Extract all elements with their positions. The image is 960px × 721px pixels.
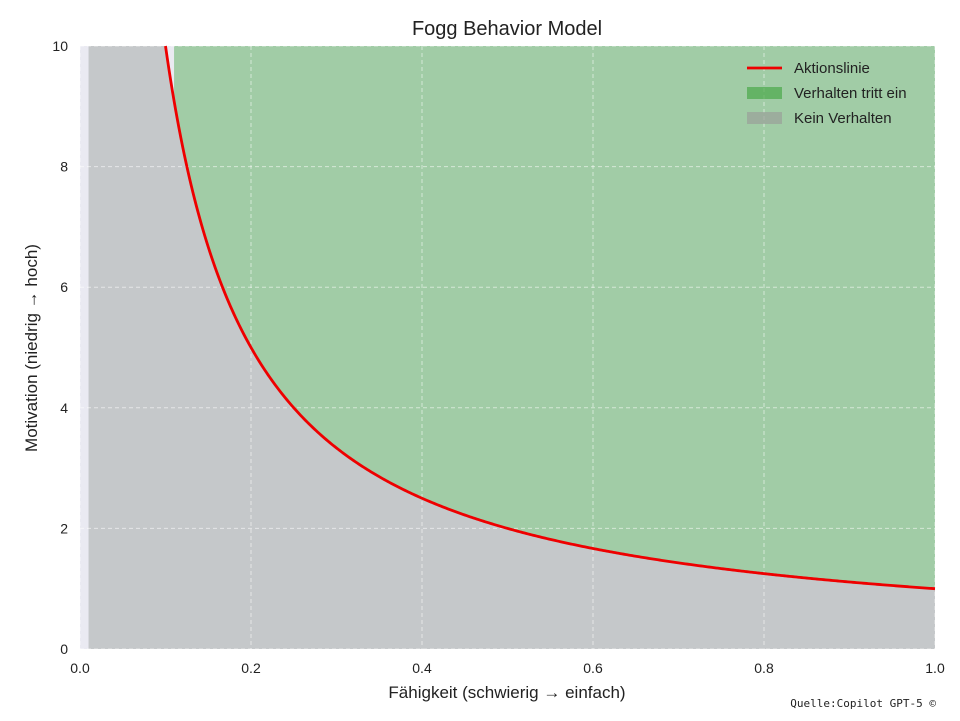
legend-label: Verhalten tritt ein: [794, 85, 907, 102]
x-tick-label: 1.0: [925, 660, 945, 676]
chart-title: Fogg Behavior Model: [412, 18, 602, 40]
x-tick-label: 0.4: [412, 660, 432, 676]
region-verhalten-tritt-ein: [174, 46, 936, 589]
y-tick-label: 0: [60, 641, 68, 657]
y-axis-ticks: 0 2 4 6 8 10: [52, 38, 68, 657]
source-note: Quelle:Copilot GPT-5 ©: [790, 697, 936, 710]
x-tick-label: 0.6: [583, 660, 603, 676]
x-axis-label: Fähigkeit (schwierig → einfach): [388, 683, 625, 702]
y-tick-label: 8: [60, 159, 68, 175]
plot-area: [80, 46, 935, 649]
y-tick-label: 2: [60, 520, 68, 536]
legend-swatch-verhalten-tritt-ein: [747, 87, 782, 99]
x-tick-label: 0.8: [754, 660, 774, 676]
region-fills: [88, 46, 936, 649]
y-axis-label: Motivation (niedrig → hoch): [22, 244, 41, 452]
series-line-aktionslinie: [164, 45, 936, 591]
plot-background: [80, 46, 935, 649]
legend: Aktionslinie Verhalten tritt ein Kein Verh…: [747, 60, 907, 127]
y-tick-label: 4: [60, 400, 68, 416]
y-tick-label: 6: [60, 279, 68, 295]
series-lines: [164, 45, 936, 591]
y-tick-label: 10: [52, 38, 68, 54]
legend-label: Kein Verhalten: [794, 110, 892, 127]
legend-swatch-kein-verhalten: [747, 112, 782, 124]
x-axis-ticks: 0.0 0.2 0.4 0.6 0.8 1.0: [70, 660, 945, 676]
legend-label: Aktionslinie: [794, 60, 870, 77]
region-kein-verhalten: [88, 46, 936, 649]
x-tick-label: 0.2: [241, 660, 261, 676]
x-tick-label: 0.0: [70, 660, 90, 676]
